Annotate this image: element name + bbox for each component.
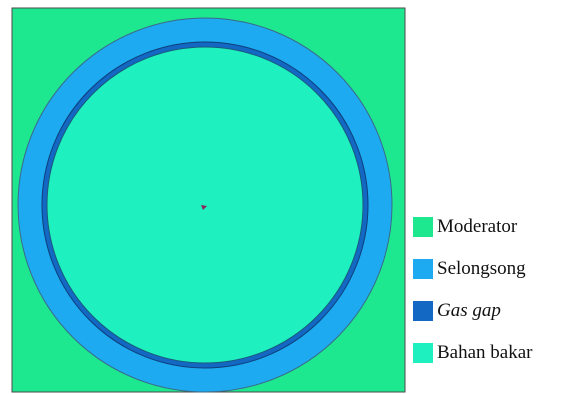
legend-label-selongsong: Selongsong	[437, 258, 526, 279]
legend-swatch-gas-gap	[413, 301, 433, 321]
legend-swatch-bahan-bakar	[413, 343, 433, 363]
bahan-bakar-region	[46, 46, 364, 364]
legend-item-selongsong: Selongsong	[413, 258, 573, 280]
legend-label-bahan-bakar: Bahan bakar	[437, 342, 533, 363]
center-mark	[201, 205, 207, 210]
legend-label-moderator: Moderator	[437, 216, 518, 237]
legend-item-bahan-bakar: Bahan bakar	[413, 342, 573, 364]
legend-swatch-selongsong	[413, 259, 433, 279]
legend-item-gas-gap: Gas gap	[413, 300, 573, 322]
legend: Moderator Selongsong Gas gap Bahan bakar	[413, 216, 573, 384]
legend-label-gas-gap: Gas gap	[437, 300, 501, 321]
legend-swatch-moderator	[413, 217, 433, 237]
legend-item-moderator: Moderator	[413, 216, 573, 238]
